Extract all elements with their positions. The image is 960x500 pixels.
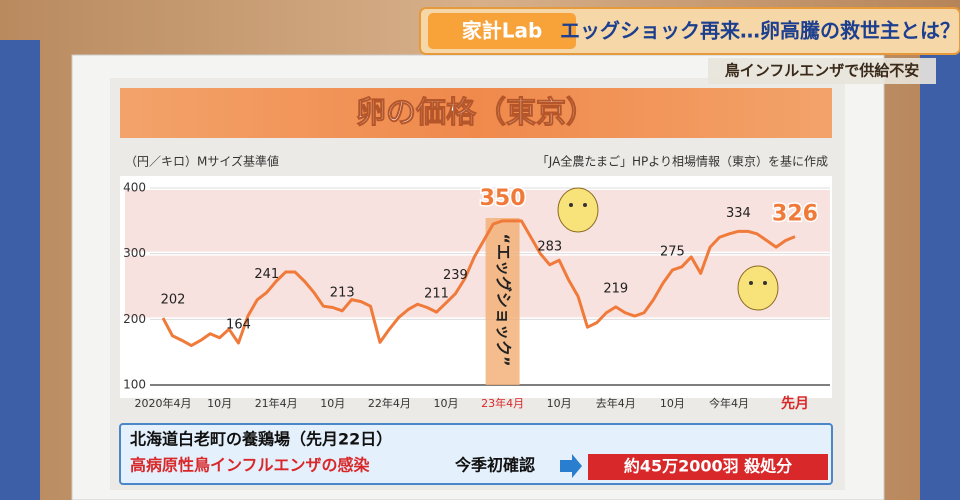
chick-decoration [557,187,779,311]
brand-box [428,13,576,49]
x-tick-label: 22年4月 [368,396,411,410]
info-result: 約45万2000羽 殺処分 [624,457,792,476]
x-tick-label: 今年4月 [709,396,749,410]
headline: エッグショック再来…卵高騰の救世主とは？ [560,19,960,43]
x-tick-label: 2020年4月 [135,396,192,410]
y-tick-label: 200 [123,312,146,326]
y-tick-label: 400 [123,181,146,195]
band [125,190,830,252]
y-tick-label: 300 [123,246,146,260]
x-tick-label: 先月 [781,395,809,412]
arrow [560,454,582,478]
data-label: 275 [660,245,685,260]
x-tick-label: 10月 [320,397,345,410]
x-tick-label: 10月 [547,397,572,410]
data-label: 202 [161,293,186,308]
side-panel [0,40,40,500]
info-note: 今季初確認 [454,456,535,475]
data-label: 326 [772,202,818,227]
title-bar [120,88,832,138]
subline: 鳥インフルエンザで供給不安 [725,62,920,80]
data-label: 219 [603,281,628,296]
data-label: 239 [443,268,468,283]
data-label: 213 [330,285,355,300]
y-tick-label: 100 [123,378,146,392]
x-tick-label: 23年4月 [481,396,524,410]
x-tick-label: 10月 [433,397,458,410]
plot: 100 200 300 400 “エッグショック” 202 164 241 213 211 239 3… [123,181,830,412]
subline-box [708,58,936,84]
result-box [588,454,828,480]
x-tick-label: 21年4月 [255,396,298,410]
data-label: 350 [480,186,526,211]
info-place: 北海道白老町の養鶏場（先月22日） [130,430,392,449]
data-label: 164 [226,317,251,332]
x-tick-label: 10月 [660,397,685,410]
band [125,255,830,318]
x-tick-label: 10月 [207,397,232,410]
side-panel [920,40,960,500]
data-label: 241 [254,267,279,282]
data-label: 211 [424,287,449,302]
x-tick-label: 去年4月 [596,396,636,410]
annotation-label: “エッグショック” [494,233,513,366]
y-axis-label: （円／キロ）Mサイズ基準値 [125,154,279,169]
info-event: 高病原性鳥インフルエンザの感染 [130,456,371,475]
price-line [161,219,796,348]
annotation-band [485,218,520,385]
brand: 家計Lab [462,19,543,43]
source-note: 「JA全農たまご」HPより相場情報（東京）を基に作成 [537,154,828,169]
data-label: 283 [537,239,562,254]
chart-title: 卵の価格（東京） [356,96,596,131]
data-label: 334 [726,206,751,221]
